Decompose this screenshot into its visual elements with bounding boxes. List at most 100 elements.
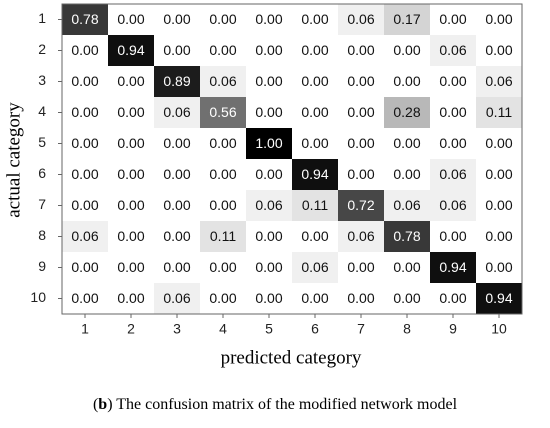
cell xyxy=(108,252,154,283)
cell-label: 0.00 xyxy=(301,73,328,89)
cell-label: 0.00 xyxy=(163,166,190,182)
cell xyxy=(108,128,154,159)
cell-label: 0.06 xyxy=(393,197,420,213)
cell xyxy=(108,283,154,314)
caption-part: b xyxy=(98,396,107,413)
y-tick-label: 2 xyxy=(38,41,46,57)
cell-label: 0.06 xyxy=(163,104,190,120)
cell-label: 0.00 xyxy=(255,73,282,89)
cell-label: 0.78 xyxy=(71,11,98,27)
caption-part: ( xyxy=(93,396,98,413)
cell xyxy=(430,66,476,97)
cell xyxy=(476,66,522,97)
y-tick-label: 5 xyxy=(38,134,46,150)
cell xyxy=(200,221,246,252)
cell xyxy=(246,4,292,35)
y-tick-label: 10 xyxy=(30,289,46,305)
x-tick-label: 9 xyxy=(449,321,457,337)
cell xyxy=(62,221,108,252)
cell xyxy=(108,35,154,66)
cell-label: 0.00 xyxy=(209,11,236,27)
cell xyxy=(384,252,430,283)
cell xyxy=(108,66,154,97)
cell xyxy=(384,35,430,66)
cell-label: 0.00 xyxy=(71,104,98,120)
cell-label: 0.00 xyxy=(209,290,236,306)
cell-label: 0.78 xyxy=(393,228,420,244)
y-tick-label: 3 xyxy=(38,72,46,88)
cell-label: 0.00 xyxy=(71,290,98,306)
cell xyxy=(476,4,522,35)
cell xyxy=(246,66,292,97)
cell xyxy=(108,221,154,252)
cell-label: 0.00 xyxy=(485,228,512,244)
cell xyxy=(338,252,384,283)
cell xyxy=(338,4,384,35)
cell xyxy=(292,4,338,35)
y-tick-label: 7 xyxy=(38,196,46,212)
cell-label: 0.00 xyxy=(71,259,98,275)
cell xyxy=(476,283,522,314)
cell xyxy=(62,35,108,66)
cell xyxy=(154,252,200,283)
x-tick-label: 4 xyxy=(219,321,227,337)
cell xyxy=(338,283,384,314)
cell-label: 0.94 xyxy=(117,42,144,58)
cell-label: 0.00 xyxy=(393,166,420,182)
cell-label: 0.00 xyxy=(347,73,374,89)
cell-label: 0.06 xyxy=(71,228,98,244)
cell-label: 0.00 xyxy=(347,104,374,120)
cell-label: 0.00 xyxy=(71,42,98,58)
cell-label: 0.00 xyxy=(209,166,236,182)
cell xyxy=(292,190,338,221)
cell xyxy=(108,190,154,221)
cell-label: 0.00 xyxy=(301,11,328,27)
cell xyxy=(430,35,476,66)
cell xyxy=(292,159,338,190)
cell-label: 0.00 xyxy=(209,135,236,151)
cell-label: 0.06 xyxy=(163,290,190,306)
x-tick-label: 1 xyxy=(81,321,89,337)
cell xyxy=(200,128,246,159)
cell-label: 0.00 xyxy=(301,104,328,120)
cell-label: 0.00 xyxy=(347,42,374,58)
y-axis-title: actual category xyxy=(3,102,24,218)
cell-label: 0.00 xyxy=(393,73,420,89)
cell-label: 0.00 xyxy=(117,135,144,151)
y-tick-label: 8 xyxy=(38,227,46,243)
cell xyxy=(154,128,200,159)
cell xyxy=(246,252,292,283)
cell-label: 0.00 xyxy=(117,73,144,89)
cell-label: 0.00 xyxy=(71,166,98,182)
cell xyxy=(338,159,384,190)
cell xyxy=(292,283,338,314)
cell xyxy=(338,128,384,159)
cell xyxy=(62,4,108,35)
cell-label: 0.00 xyxy=(347,166,374,182)
cell-label: 0.00 xyxy=(71,135,98,151)
cell xyxy=(246,190,292,221)
cell xyxy=(430,283,476,314)
x-tick-label: 5 xyxy=(265,321,273,337)
cell xyxy=(62,283,108,314)
cell xyxy=(154,97,200,128)
cell xyxy=(430,190,476,221)
cell xyxy=(384,283,430,314)
cell-label: 0.00 xyxy=(439,228,466,244)
cell-label: 0.00 xyxy=(347,290,374,306)
cell-label: 0.00 xyxy=(485,259,512,275)
cell-label: 0.00 xyxy=(255,228,282,244)
cell xyxy=(246,35,292,66)
cell xyxy=(292,128,338,159)
cell-label: 0.00 xyxy=(485,42,512,58)
cell xyxy=(200,97,246,128)
cell xyxy=(62,66,108,97)
cell xyxy=(476,97,522,128)
cell xyxy=(108,97,154,128)
cell xyxy=(476,252,522,283)
cell-label: 0.00 xyxy=(393,290,420,306)
cell xyxy=(384,66,430,97)
cell-label: 0.06 xyxy=(439,166,466,182)
cell xyxy=(154,35,200,66)
cell xyxy=(338,97,384,128)
